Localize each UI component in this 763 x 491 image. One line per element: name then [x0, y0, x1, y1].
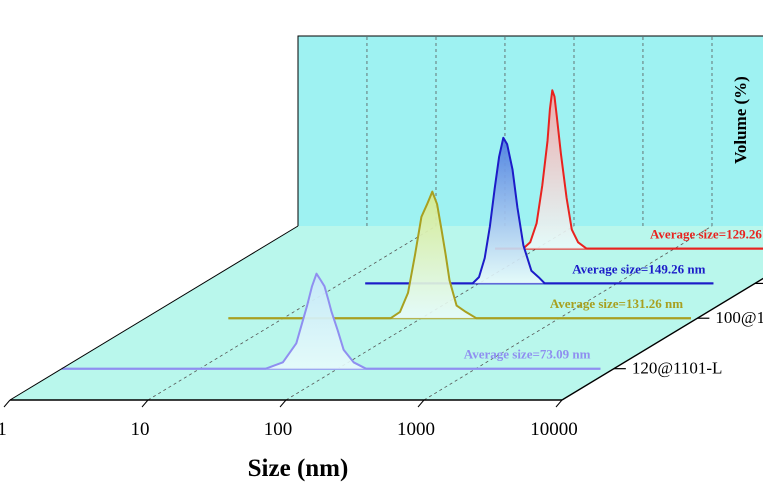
series-line	[61, 272, 601, 370]
x-tick	[3, 399, 11, 408]
series-name-label: 100@1101-L	[715, 308, 763, 327]
series-area	[495, 90, 763, 249]
floor-grid-line	[423, 225, 713, 401]
x-tick-label: 10	[131, 419, 150, 440]
axes-layer: 60@1101-L80@1101-L100@1101-L120@1101-L11…	[0, 225, 763, 440]
series-annotation: Average size=149.26 nm	[572, 261, 705, 276]
x-tick	[279, 399, 287, 408]
series-layer: Average size=129.26 nm Average size=149.2…	[61, 89, 763, 370]
series-line	[365, 136, 714, 285]
series-line	[228, 190, 691, 320]
x-tick-label: 1	[0, 419, 7, 440]
x-tick	[141, 399, 149, 408]
floor-plane	[10, 226, 763, 400]
series-annotation: Average size=73.09 nm	[464, 347, 591, 362]
depth-axis-line	[561, 277, 763, 401]
x-tick	[417, 399, 425, 408]
plot-walls	[10, 35, 763, 400]
y-axis-title: Volume (%)	[731, 76, 750, 164]
x-axis-title: Size (nm)	[248, 455, 349, 482]
series-line	[495, 89, 763, 250]
x-tick-label: 10000	[530, 419, 578, 440]
x-tick-label: 100	[264, 419, 293, 440]
x-tick	[555, 399, 563, 408]
floor-left-edge	[9, 225, 299, 401]
back-wall	[298, 36, 763, 226]
back-wall-edge	[297, 35, 763, 226]
series-name-label: 120@1101-L	[632, 359, 723, 378]
series-annotation: Average size=131.26 nm	[550, 296, 683, 311]
x-tick-label: 1000	[397, 419, 435, 440]
floor-grid-line	[147, 225, 437, 401]
series-area	[61, 273, 601, 369]
series-annotation: Average size=129.26 nm	[650, 227, 763, 242]
